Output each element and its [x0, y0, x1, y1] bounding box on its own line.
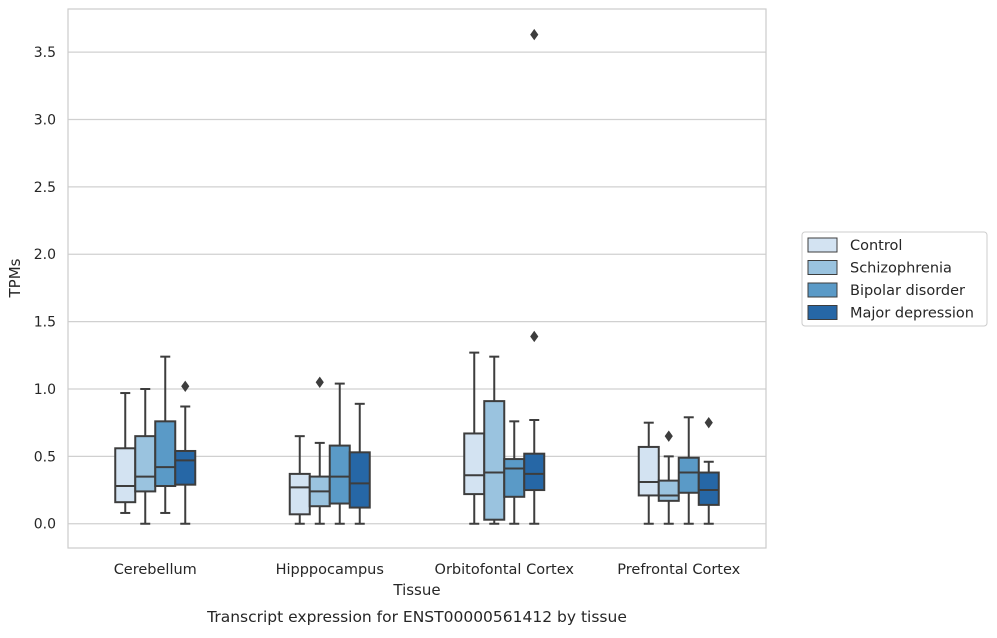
legend: Control Schizophrenia Bipolar disorder Majo…: [801, 231, 988, 327]
y-tick-label: 3.5: [34, 45, 56, 61]
legend-swatch: [807, 237, 838, 253]
legend-label: Schizophrenia: [850, 261, 952, 277]
y-axis-label: TPMs: [6, 258, 24, 298]
x-tick-label: Cerebellum: [114, 562, 197, 578]
box-plot: [637, 421, 660, 525]
box: [463, 432, 486, 496]
box: [328, 444, 351, 505]
box-plot: [288, 435, 311, 525]
y-tick-label: 0.5: [34, 449, 56, 465]
outlier-point: [664, 430, 673, 442]
box-plot: [657, 430, 680, 525]
y-axis-ticks: 0.0 0.5 1.0 1.5 2.0 2.5 3.0 3.5: [34, 45, 56, 533]
y-tick-label: 1.0: [34, 382, 56, 398]
y-tick-label: 1.5: [34, 315, 56, 331]
box-plot: [523, 28, 546, 525]
x-axis-ticks: Cerebellum Hipppocampus Orbitofontal Corte…: [114, 562, 741, 578]
box-plot: [697, 416, 720, 525]
legend-swatch: [807, 282, 838, 298]
outlier-point: [181, 380, 190, 392]
box-plot: [174, 380, 197, 525]
x-tick-label: Hipppocampus: [276, 562, 384, 578]
outlier-point: [704, 416, 713, 429]
box-plot: [463, 351, 486, 525]
chart-caption: Transcript expression for ENST0000056141…: [206, 608, 627, 626]
box-plot: [483, 355, 506, 525]
y-tick-label: 2.0: [34, 247, 56, 263]
box: [637, 445, 660, 497]
y-tick-label: 0.0: [34, 517, 56, 533]
box: [503, 458, 526, 498]
box-plot: [134, 387, 157, 525]
legend-swatch: [807, 260, 838, 275]
box: [697, 471, 720, 506]
y-tick-label: 3.0: [34, 112, 56, 128]
box: [134, 435, 157, 493]
box-plot-series: [114, 28, 720, 525]
box: [677, 456, 700, 494]
box-plot: [328, 382, 351, 525]
legend-label: Major depression: [850, 306, 974, 322]
box-plot: [348, 402, 371, 525]
legend-items: Control Schizophrenia Bipolar disorder Majo…: [807, 237, 974, 322]
box: [657, 479, 680, 502]
legend-frame: [801, 231, 988, 327]
legend-label: Control: [850, 238, 902, 254]
outlier-point: [530, 28, 539, 41]
outlier-point: [530, 330, 539, 343]
x-tick-label: Orbitofontal Cortex: [435, 562, 575, 578]
legend-label: Bipolar disorder: [850, 283, 965, 299]
box-plot: [677, 416, 700, 525]
box: [523, 452, 546, 492]
x-axis-label: Tissue: [392, 581, 440, 599]
plot-frame: [67, 8, 767, 549]
box: [348, 451, 371, 509]
box: [483, 400, 506, 521]
box-plot: [308, 376, 331, 525]
box: [288, 472, 311, 516]
box-plot: [114, 392, 137, 514]
legend-swatch: [807, 305, 838, 320]
outlier-point: [315, 376, 324, 388]
box: [154, 420, 177, 488]
box-plot: [154, 355, 177, 514]
x-tick-label: Prefrontal Cortex: [617, 562, 740, 578]
box: [114, 447, 137, 504]
box-plot: [503, 420, 526, 525]
y-tick-label: 2.5: [34, 180, 56, 196]
box: [174, 449, 197, 486]
